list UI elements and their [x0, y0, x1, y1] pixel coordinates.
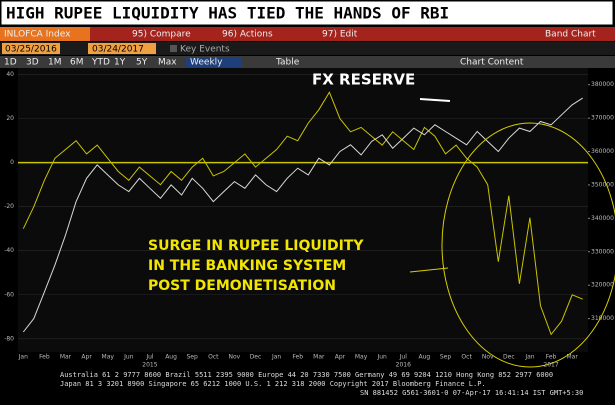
frequency-box[interactable]	[186, 57, 242, 67]
y2-tick-label: 370000	[591, 115, 614, 122]
x-tick-label: Nov	[229, 354, 241, 361]
y-tick-label: -60	[4, 291, 14, 298]
annotation-arrow	[419, 98, 451, 102]
y-tick-label: 20	[6, 115, 14, 122]
y-tick-label: 40	[6, 71, 14, 78]
start-date-box[interactable]	[2, 43, 60, 54]
x-tick-label: Jan	[524, 354, 534, 361]
table-button[interactable]: Table	[275, 58, 300, 68]
x-tick-label: Feb	[292, 354, 303, 361]
y2-tick-label: 360000	[591, 148, 614, 155]
x-tick-label: Aug	[165, 354, 177, 361]
chart-title: HIGH RUPEE LIQUIDITY HAS TIED THE HANDS …	[6, 4, 449, 23]
x-tick-label: Oct	[461, 354, 472, 361]
y2-tick-label: 380000	[591, 81, 614, 88]
period-button[interactable]: 5Y	[136, 58, 148, 68]
y-tick-label: -20	[4, 203, 14, 210]
toolbar	[0, 56, 615, 68]
highlight-ellipse	[441, 122, 615, 368]
x-tick-label: Aug	[419, 354, 431, 361]
x-tick-label: Apr	[81, 354, 92, 361]
period-button[interactable]: 6M	[70, 58, 84, 68]
period-button[interactable]: 1D	[4, 58, 17, 68]
annotation: IN THE BANKING SYSTEM	[148, 258, 346, 274]
year-label: 2015	[142, 362, 157, 369]
x-tick-label: Sep	[440, 354, 452, 361]
x-tick-label: Jun	[123, 354, 134, 361]
footer: Australia 61 2 9777 8600 Brazil 5511 239…	[60, 371, 553, 379]
period-button[interactable]: YTD	[91, 58, 110, 68]
plot-area	[18, 68, 588, 352]
y2-tick-label: 340000	[591, 215, 614, 222]
footer: SN 881452 G561-3601-0 07-Apr-17 16:41:14…	[360, 389, 583, 397]
x-tick-label: Jan	[271, 354, 281, 361]
period-button[interactable]: Max	[158, 58, 177, 68]
menu-item[interactable]: 95) Compare	[132, 30, 191, 40]
x-tick-label: Nov	[482, 354, 494, 361]
year-label: 2017	[543, 362, 558, 369]
y-tick-label: -80	[4, 335, 14, 342]
end-date[interactable]: 03/24/2017	[92, 45, 144, 55]
x-tick-label: Jul	[145, 354, 154, 361]
key-events[interactable]: Key Events	[180, 45, 230, 55]
menu-item[interactable]: 97) Edit	[322, 30, 358, 40]
annotation: FX RESERVE	[312, 71, 415, 89]
x-tick-label: Oct	[208, 354, 219, 361]
x-tick-label: Feb	[546, 354, 557, 361]
ticker-box[interactable]	[0, 27, 90, 41]
y2-tick-label: 350000	[591, 181, 614, 188]
period-button[interactable]: 1M	[48, 58, 62, 68]
y-tick-label: -40	[4, 247, 14, 254]
x-tick-label: Dec	[250, 354, 262, 361]
ticker[interactable]: INLOFCA Index	[4, 30, 71, 40]
header-bar	[0, 27, 615, 41]
x-tick-label: Dec	[503, 354, 515, 361]
x-tick-label: Feb	[39, 354, 50, 361]
annotation-arrow	[409, 267, 449, 273]
period-button[interactable]: 3D	[26, 58, 39, 68]
view-name: Band Chart	[545, 30, 596, 40]
annotation: SURGE IN RUPEE LIQUIDITY	[148, 238, 364, 254]
chart-content[interactable]: Chart Content	[460, 58, 524, 68]
x-tick-label: Mar	[313, 354, 325, 361]
period-button[interactable]: 1Y	[114, 58, 126, 68]
frequency[interactable]: Weekly	[190, 58, 223, 68]
checkbox[interactable]	[170, 45, 177, 52]
x-tick-label: Jul	[399, 354, 408, 361]
footer: Japan 81 3 3201 8900 Singapore 65 6212 1…	[60, 380, 486, 388]
y2-tick-label: 310000	[591, 315, 614, 322]
x-tick-label: Mar	[60, 354, 72, 361]
series-line	[22, 97, 583, 333]
x-tick-label: May	[102, 354, 115, 361]
series-line	[22, 91, 583, 336]
y-tick-label: 0	[10, 159, 14, 166]
y2-tick-label: 320000	[591, 282, 614, 289]
title-box	[0, 0, 614, 26]
x-tick-label: Apr	[335, 354, 346, 361]
x-tick-label: Jun	[376, 354, 387, 361]
menu-item[interactable]: 96) Actions	[222, 30, 273, 40]
x-tick-label: Mar	[567, 354, 579, 361]
x-tick-label: Sep	[187, 354, 199, 361]
x-tick-label: Jan	[18, 354, 28, 361]
end-date-box[interactable]	[88, 43, 156, 54]
x-tick-label: May	[355, 354, 368, 361]
y2-tick-label: 330000	[591, 248, 614, 255]
year-label: 2016	[396, 362, 411, 369]
annotation: POST DEMONETISATION	[148, 278, 336, 294]
start-date[interactable]: 03/25/2016	[5, 45, 57, 55]
